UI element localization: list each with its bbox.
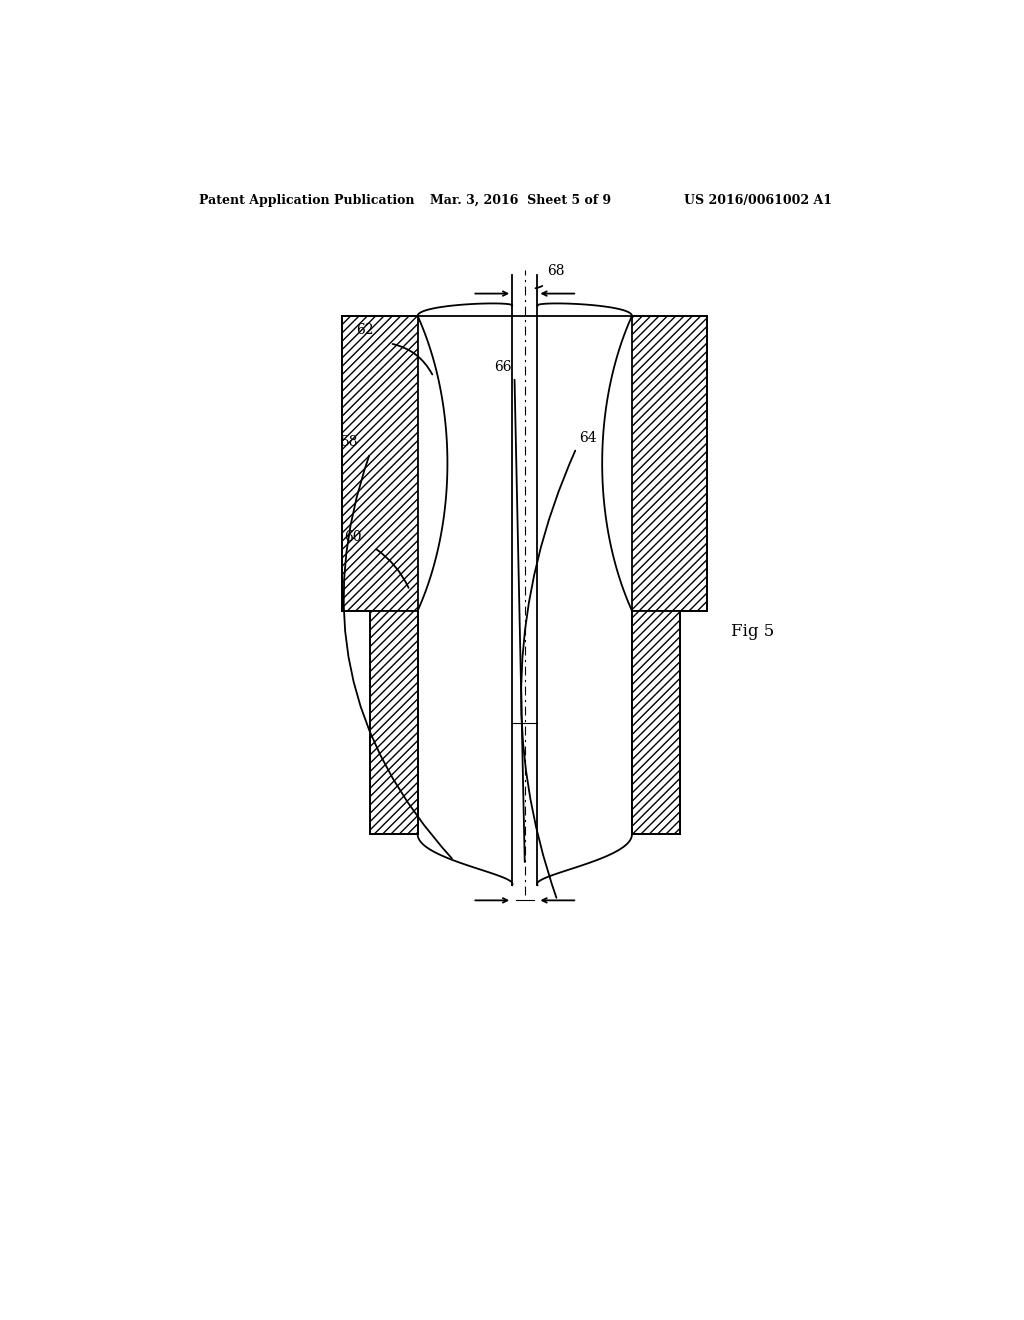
- Bar: [370, 611, 418, 834]
- Bar: [370, 611, 418, 834]
- Bar: [632, 315, 708, 611]
- Text: 60: 60: [345, 529, 362, 544]
- Bar: [632, 611, 680, 834]
- Text: 62: 62: [356, 323, 374, 338]
- Bar: [342, 315, 418, 611]
- Text: 68: 68: [547, 264, 564, 279]
- Text: 66: 66: [494, 360, 511, 374]
- Text: Fig 5: Fig 5: [731, 623, 774, 639]
- Bar: [632, 611, 680, 834]
- Bar: [342, 315, 418, 611]
- Bar: [632, 315, 708, 611]
- Text: 58: 58: [341, 436, 358, 449]
- Text: US 2016/0061002 A1: US 2016/0061002 A1: [684, 194, 831, 207]
- Text: 64: 64: [579, 432, 596, 445]
- Text: Mar. 3, 2016  Sheet 5 of 9: Mar. 3, 2016 Sheet 5 of 9: [430, 194, 610, 207]
- Text: Patent Application Publication: Patent Application Publication: [200, 194, 415, 207]
